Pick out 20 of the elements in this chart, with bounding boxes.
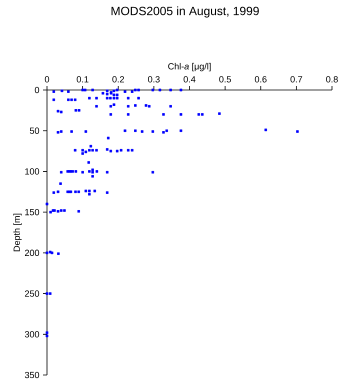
x-tick-label: 0.3 [148,76,160,82]
y-tick-label: 350 [24,372,40,378]
y-tick-label: 300 [24,331,40,338]
y-tick-label: 100 [25,168,40,175]
x-tick-label: 0.2 [112,76,124,82]
x-tick-label: 0.6 [254,76,267,82]
x-tick-label: 0 [44,76,50,82]
y-tick-label: 0 [34,86,40,94]
x-tick-label: 0.4 [184,76,196,82]
y-axis-title: Depth [m] [13,214,22,252]
x-tick-label: 0.7 [290,76,302,82]
x-tick-label: 0.5 [219,76,231,82]
x-axis-title: Chl-a [μg/l] [168,62,211,72]
chart-title: MODS2005 in August, 1999 [112,6,259,18]
x-tick-label: 0.1 [76,76,88,82]
y-tick-label: 150 [25,208,40,216]
y-tick-label: 200 [24,250,40,256]
y-tick-label: 250 [24,290,40,297]
x-tick-label: 0.8 [326,76,338,82]
y-tick-label: 50 [30,128,40,134]
